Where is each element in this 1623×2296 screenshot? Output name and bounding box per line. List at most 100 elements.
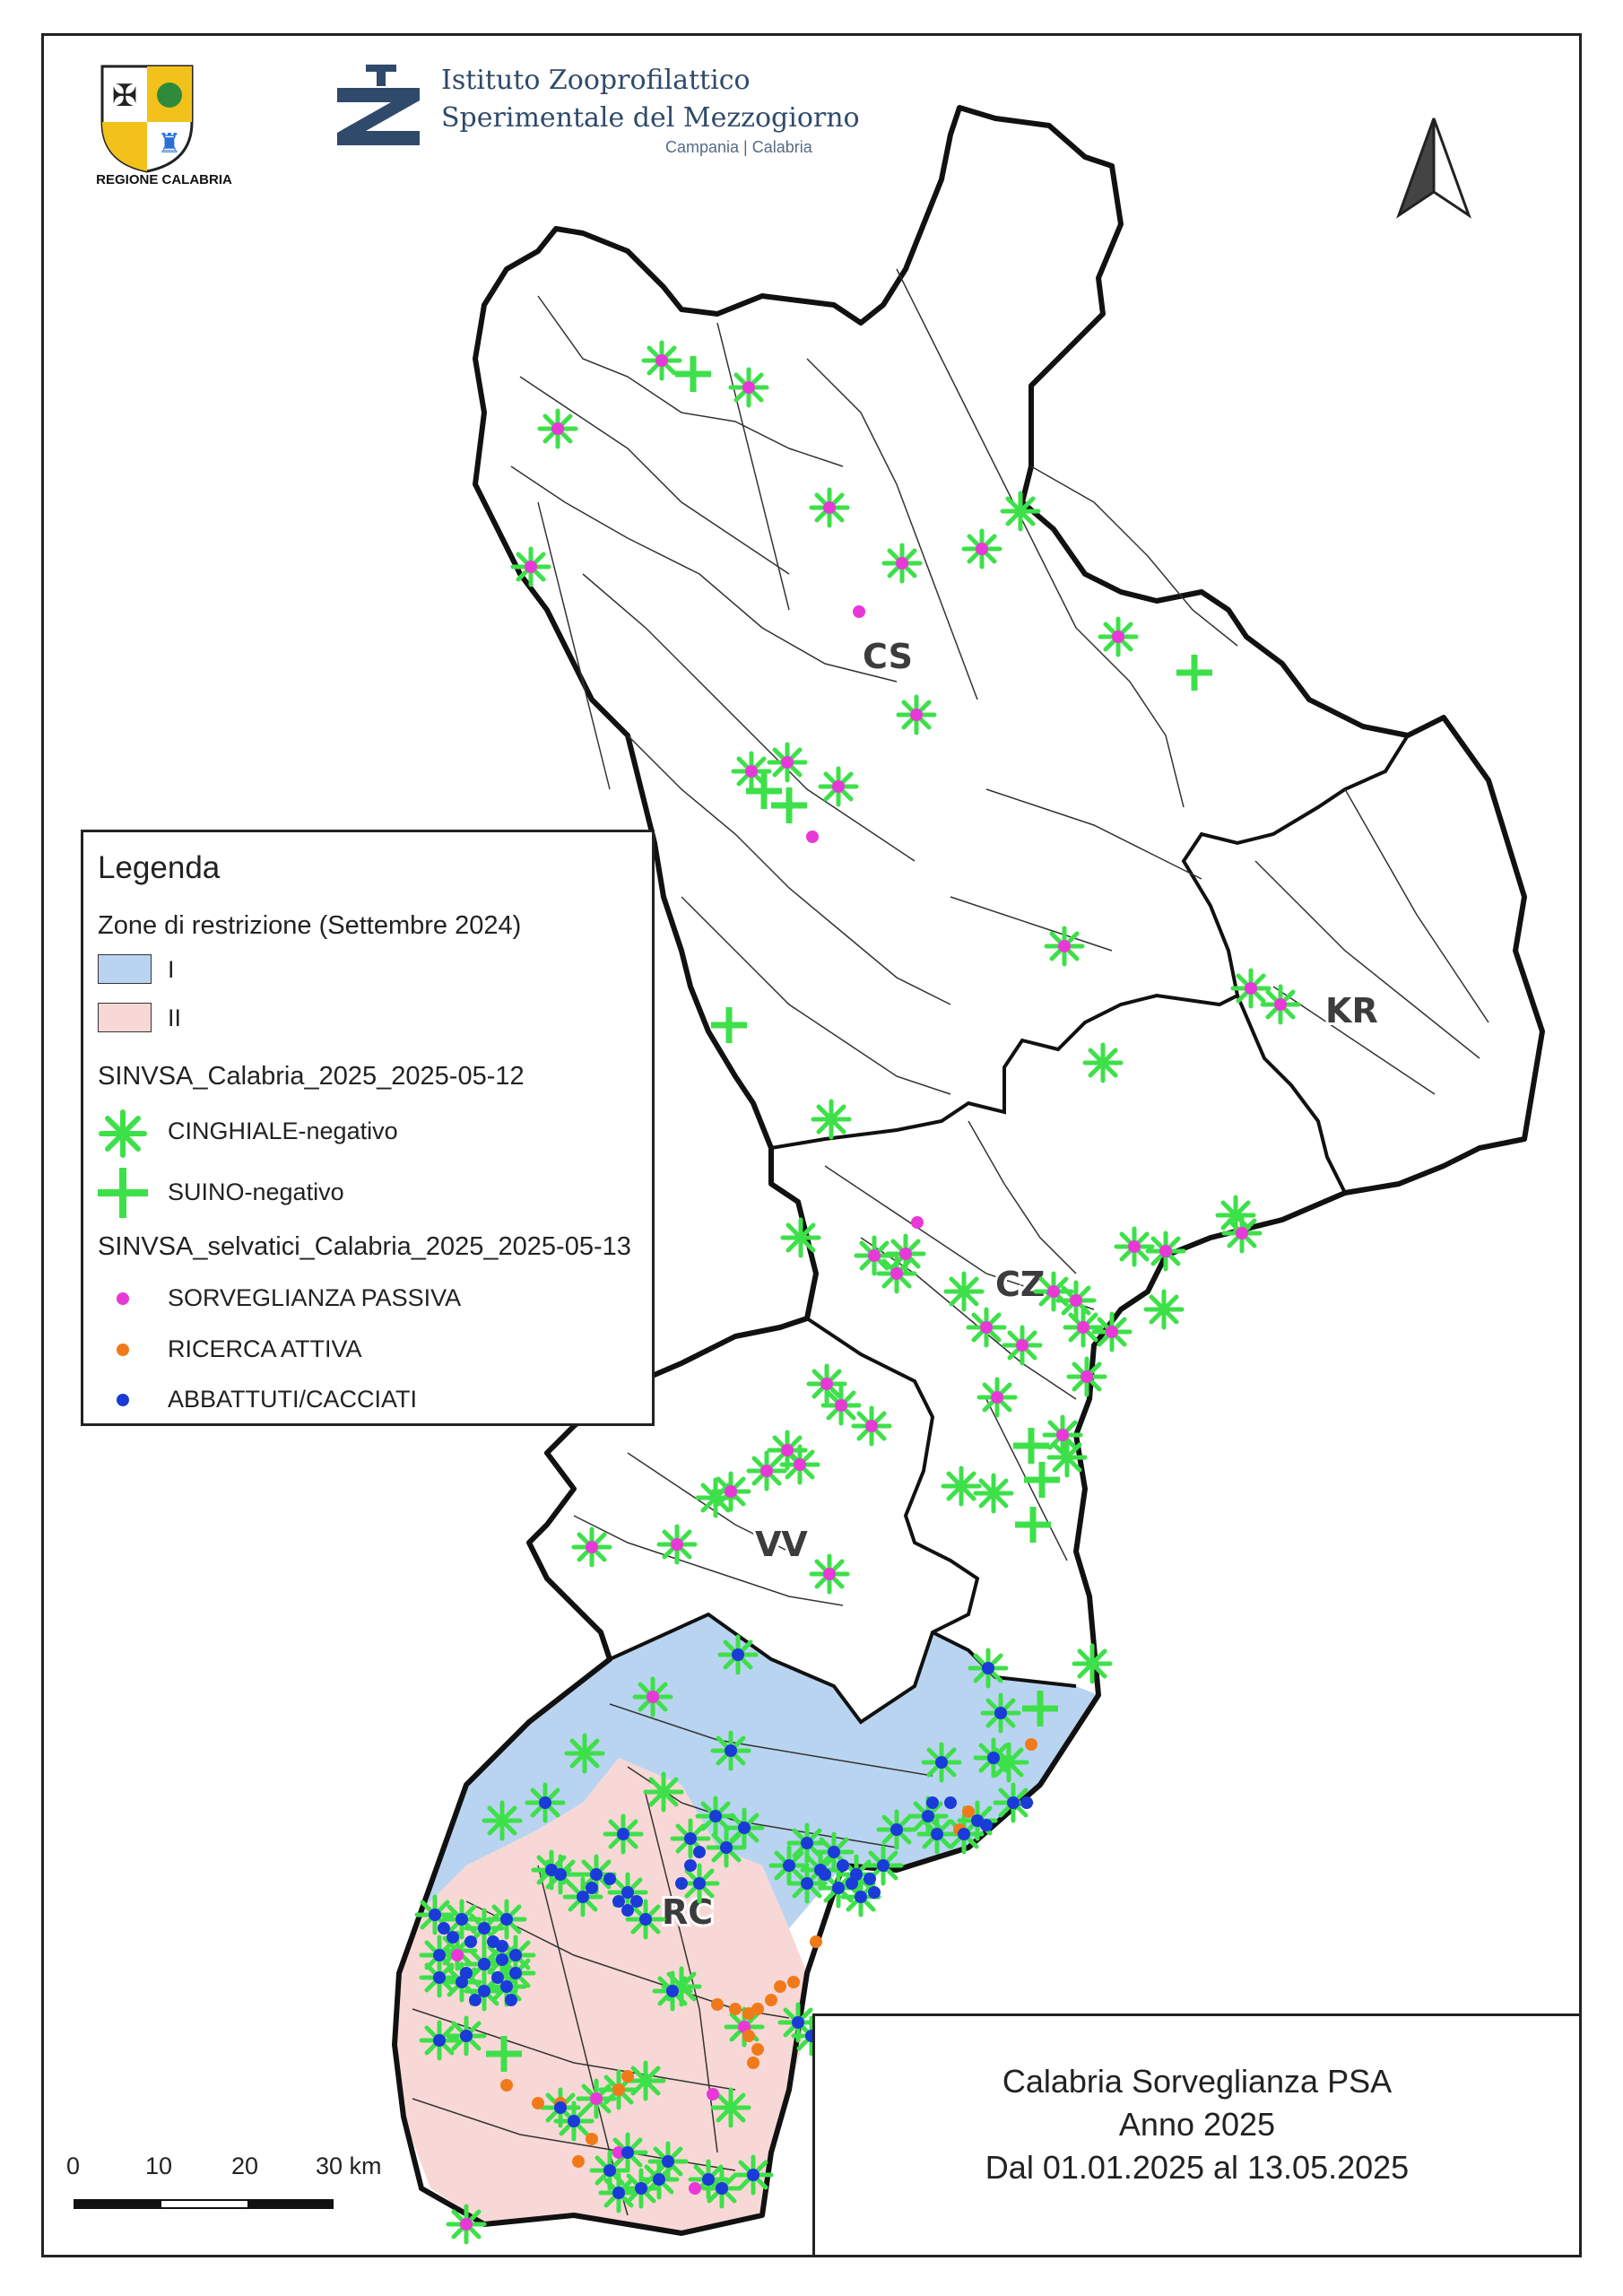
suino-marker	[746, 773, 782, 809]
map-year: Anno 2025	[1118, 2106, 1276, 2143]
cinghiale-marker	[1000, 491, 1041, 532]
abbattuti-marker	[433, 1949, 446, 1961]
abbattuti-marker	[935, 1756, 948, 1769]
abbattuti-marker	[864, 1873, 876, 1885]
attiva-marker	[612, 2083, 625, 2096]
attiva-marker	[751, 2003, 764, 2015]
legend-swatch-zone-II	[98, 1003, 152, 1032]
passiva-marker	[460, 2218, 473, 2231]
abbattuti-marker	[447, 1931, 459, 1944]
abbattuti-marker	[855, 1891, 867, 1903]
passiva-marker	[1070, 1294, 1082, 1307]
abbattuti-marker	[500, 1980, 513, 1993]
abbattuti-marker	[846, 1877, 858, 1890]
scale-label-0: 0	[66, 2152, 81, 2179]
passiva-marker	[823, 501, 836, 514]
passiva-marker	[745, 765, 758, 778]
attiva-marker	[810, 1935, 822, 1948]
abbattuti-marker	[987, 1752, 1000, 1764]
attiva-marker	[787, 1976, 800, 1988]
abbattuti-marker	[877, 1859, 890, 1872]
abbattuti-marker	[469, 1994, 482, 2006]
province-boundary	[609, 1317, 980, 1725]
cinghiale-marker	[941, 1465, 982, 1507]
abbattuti-marker	[509, 1967, 522, 1979]
passiva-marker	[823, 1568, 836, 1580]
attiva-marker	[742, 2030, 755, 2042]
province-label-vv: VV	[755, 1525, 808, 1564]
suino-marker	[1013, 1428, 1049, 1464]
abbattuti-marker	[783, 1859, 795, 1872]
legend-layer1-heading: SINVSA_Calabria_2025_2025-05-12	[98, 1062, 525, 1091]
abbattuti-marker	[617, 1828, 629, 1840]
attiva-marker	[621, 2070, 634, 2083]
municipal-boundaries	[412, 268, 1489, 2216]
legend-attiva-label: RICERCA ATTIVA	[168, 1335, 362, 1362]
abbattuti-marker	[500, 1913, 513, 1926]
cinghiale-icon	[99, 1109, 147, 1158]
abbattuti-marker	[460, 2030, 473, 2042]
abbattuti-marker	[1020, 1796, 1033, 1809]
abbattuti-marker	[702, 2173, 715, 2186]
abbattuti-marker	[429, 1909, 441, 1921]
abbattuti-marker	[586, 1882, 598, 1894]
passiva-marker	[1128, 1240, 1141, 1253]
passiva-marker	[794, 1458, 806, 1471]
abbattuti-marker	[496, 1940, 508, 1952]
cinghiale-marker	[695, 1477, 736, 1518]
passiva-marker	[1047, 1285, 1060, 1298]
cinghiale-marker	[780, 1217, 821, 1258]
passiva-marker	[868, 1249, 881, 1262]
cinghiale-marker	[1143, 1289, 1185, 1330]
abbattuti-marker	[982, 1662, 994, 1674]
passiva-marker	[612, 2146, 625, 2159]
marker-layer	[414, 340, 1301, 2245]
attiva-marker	[774, 1980, 786, 1993]
passiva-marker	[820, 1378, 833, 1390]
abbattuti-marker	[621, 1904, 634, 1917]
abbattuti-marker	[716, 2182, 728, 2195]
institute-name-line1: Istituto Zooprofilattico	[441, 65, 751, 96]
abbattuti-marker	[662, 2155, 674, 2168]
institute-name-line2: Sperimentale del Mezzogiorno	[441, 102, 860, 134]
passiva-marker	[1077, 1321, 1089, 1334]
abbattuti-marker	[738, 1822, 751, 1834]
abbattuti-marker	[496, 1953, 508, 1966]
attiva-dot-icon	[117, 1344, 129, 1356]
abbattuti-marker	[747, 2169, 759, 2181]
map-legend: Legenda Zone di restrizione (Settembre 2…	[81, 830, 655, 1426]
attiva-marker	[1025, 1738, 1037, 1751]
passiva-marker	[760, 1465, 773, 1477]
map-date-range: Dal 01.01.2025 al 13.05.2025	[985, 2149, 1410, 2186]
abbattuti-marker	[828, 1846, 840, 1858]
cinghiale-marker	[811, 1099, 852, 1140]
abbattuti-marker	[922, 1810, 934, 1822]
suino-icon	[98, 1168, 148, 1218]
province-boundary	[770, 734, 1410, 1150]
passiva-marker	[451, 1949, 464, 1961]
scale-bar-segment	[247, 2201, 332, 2207]
cinghiale-marker	[1082, 1042, 1124, 1083]
abbattuti-marker	[433, 2034, 446, 2047]
abbattuti-marker	[801, 1837, 813, 1849]
cinghiale-marker	[482, 1800, 523, 1841]
passiva-marker	[976, 543, 988, 555]
svg-text:✠: ✠	[112, 79, 138, 113]
map-title: Calabria Sorveglianza PSA	[1002, 2063, 1393, 2100]
cinghiale-marker	[943, 1271, 985, 1312]
abbattuti-marker	[464, 1935, 477, 1948]
map-title-box: Calabria Sorveglianza PSA Anno 2025 Dal …	[812, 2013, 1582, 2257]
suino-marker	[711, 1007, 747, 1043]
izs-logo	[330, 61, 429, 155]
abbattuti-marker	[568, 2115, 580, 2127]
legend-zone-II-label: II	[168, 1004, 182, 1031]
abbattuti-marker	[837, 1859, 849, 1872]
institute-name-line3: Campania | Calabria	[665, 138, 812, 156]
passiva-marker	[1081, 1370, 1093, 1383]
abbattuti-marker	[832, 1882, 845, 1894]
passiva-marker	[742, 381, 755, 394]
abbattuti-marker	[590, 1868, 603, 1881]
scale-bar	[74, 2199, 334, 2209]
passiva-marker	[671, 1538, 683, 1551]
suino-marker	[1024, 1462, 1060, 1498]
